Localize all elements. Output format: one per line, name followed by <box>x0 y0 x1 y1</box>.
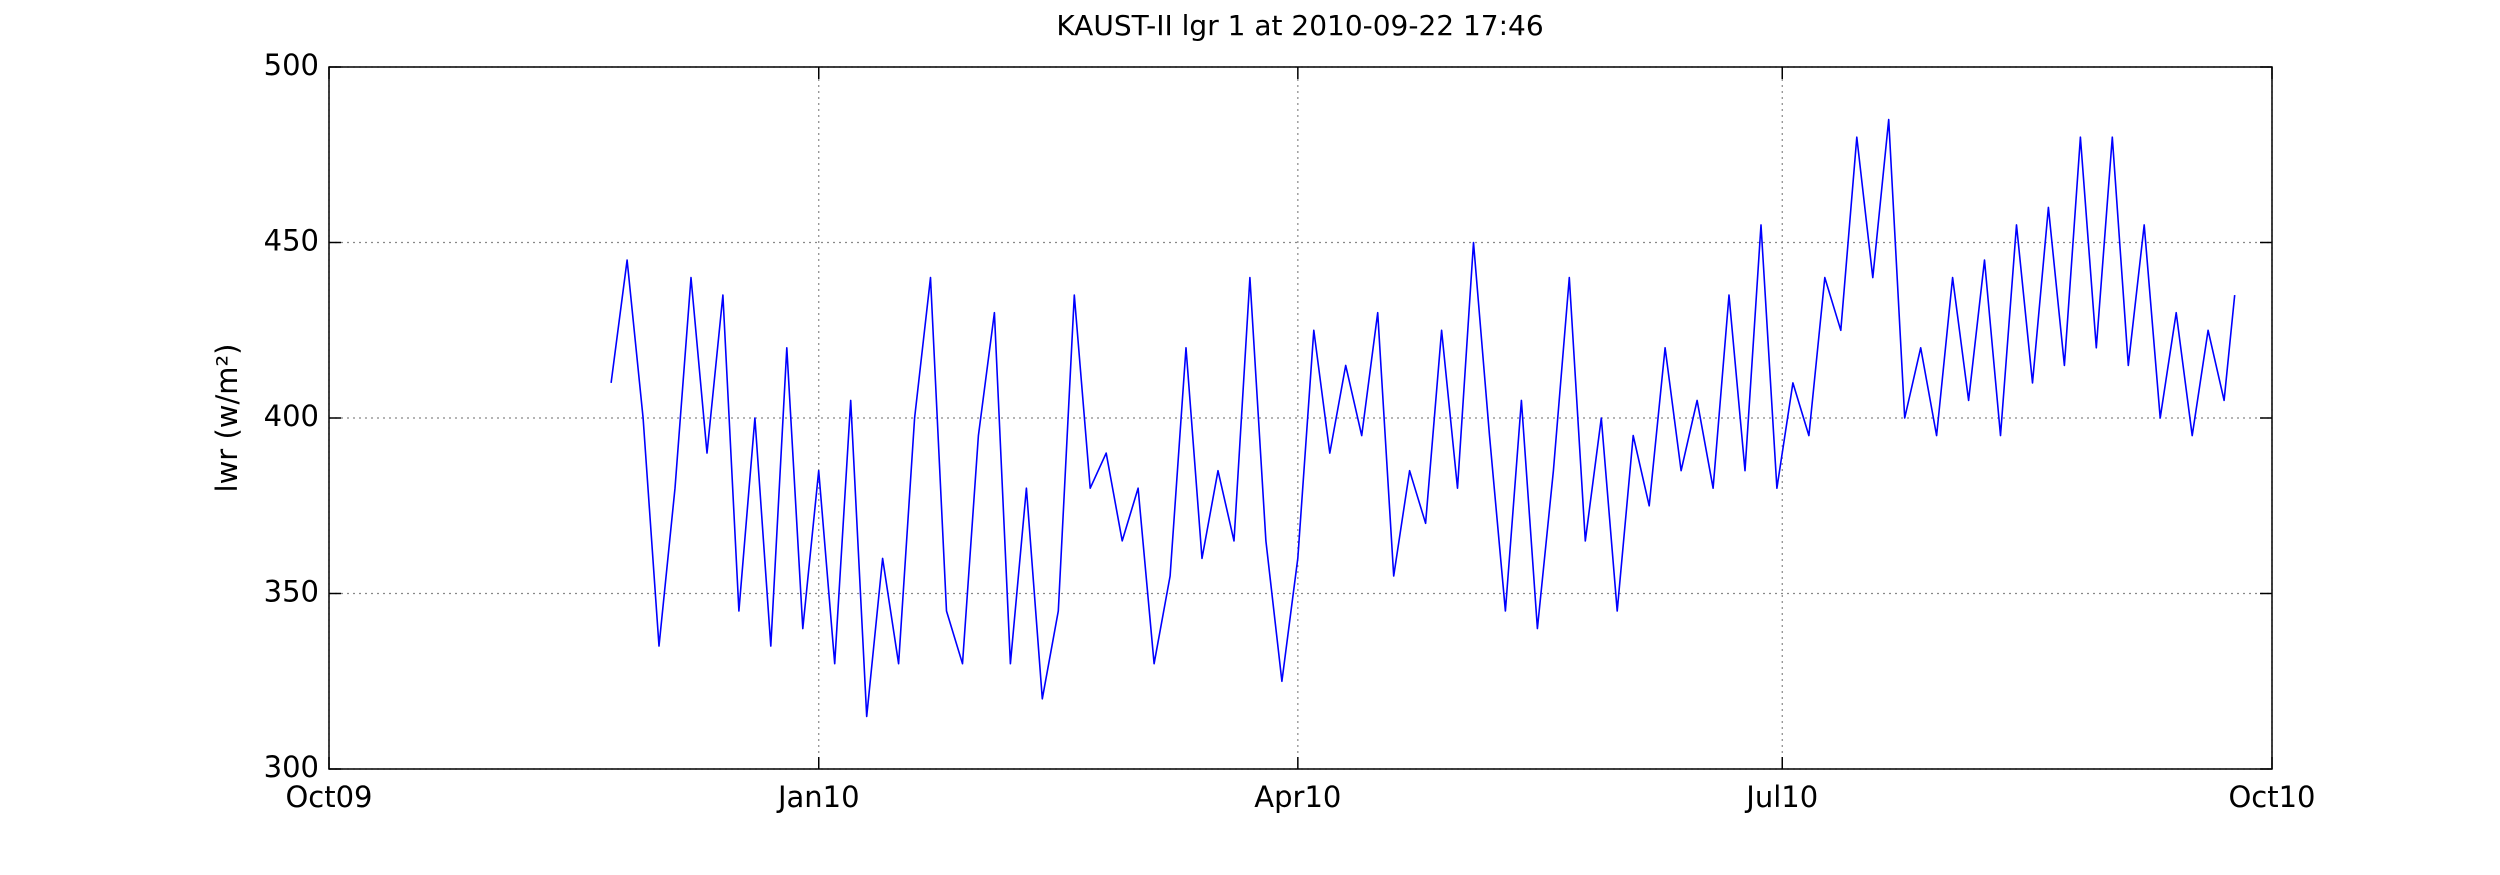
y-tick-label: 400 <box>264 399 319 433</box>
chart-title: KAUST-II lgr 1 at 2010-09-22 17:46 <box>1056 9 1543 42</box>
data-line <box>610 118 2236 718</box>
y-axis-label: lwr (w/m²) <box>210 344 244 493</box>
y-tick-label: 350 <box>264 575 319 609</box>
x-tick-label: Jul10 <box>1744 780 1818 814</box>
y-tick-label: 500 <box>264 48 319 82</box>
y-tick-label: 300 <box>264 750 319 784</box>
y-tick-label: 450 <box>264 224 319 258</box>
x-tick-label: Apr10 <box>1254 780 1341 814</box>
x-tick-label: Jan10 <box>776 780 860 814</box>
plot-frame <box>328 66 2273 770</box>
x-tick-label: Oct09 <box>285 780 372 814</box>
x-tick-label: Oct10 <box>2228 780 2315 814</box>
